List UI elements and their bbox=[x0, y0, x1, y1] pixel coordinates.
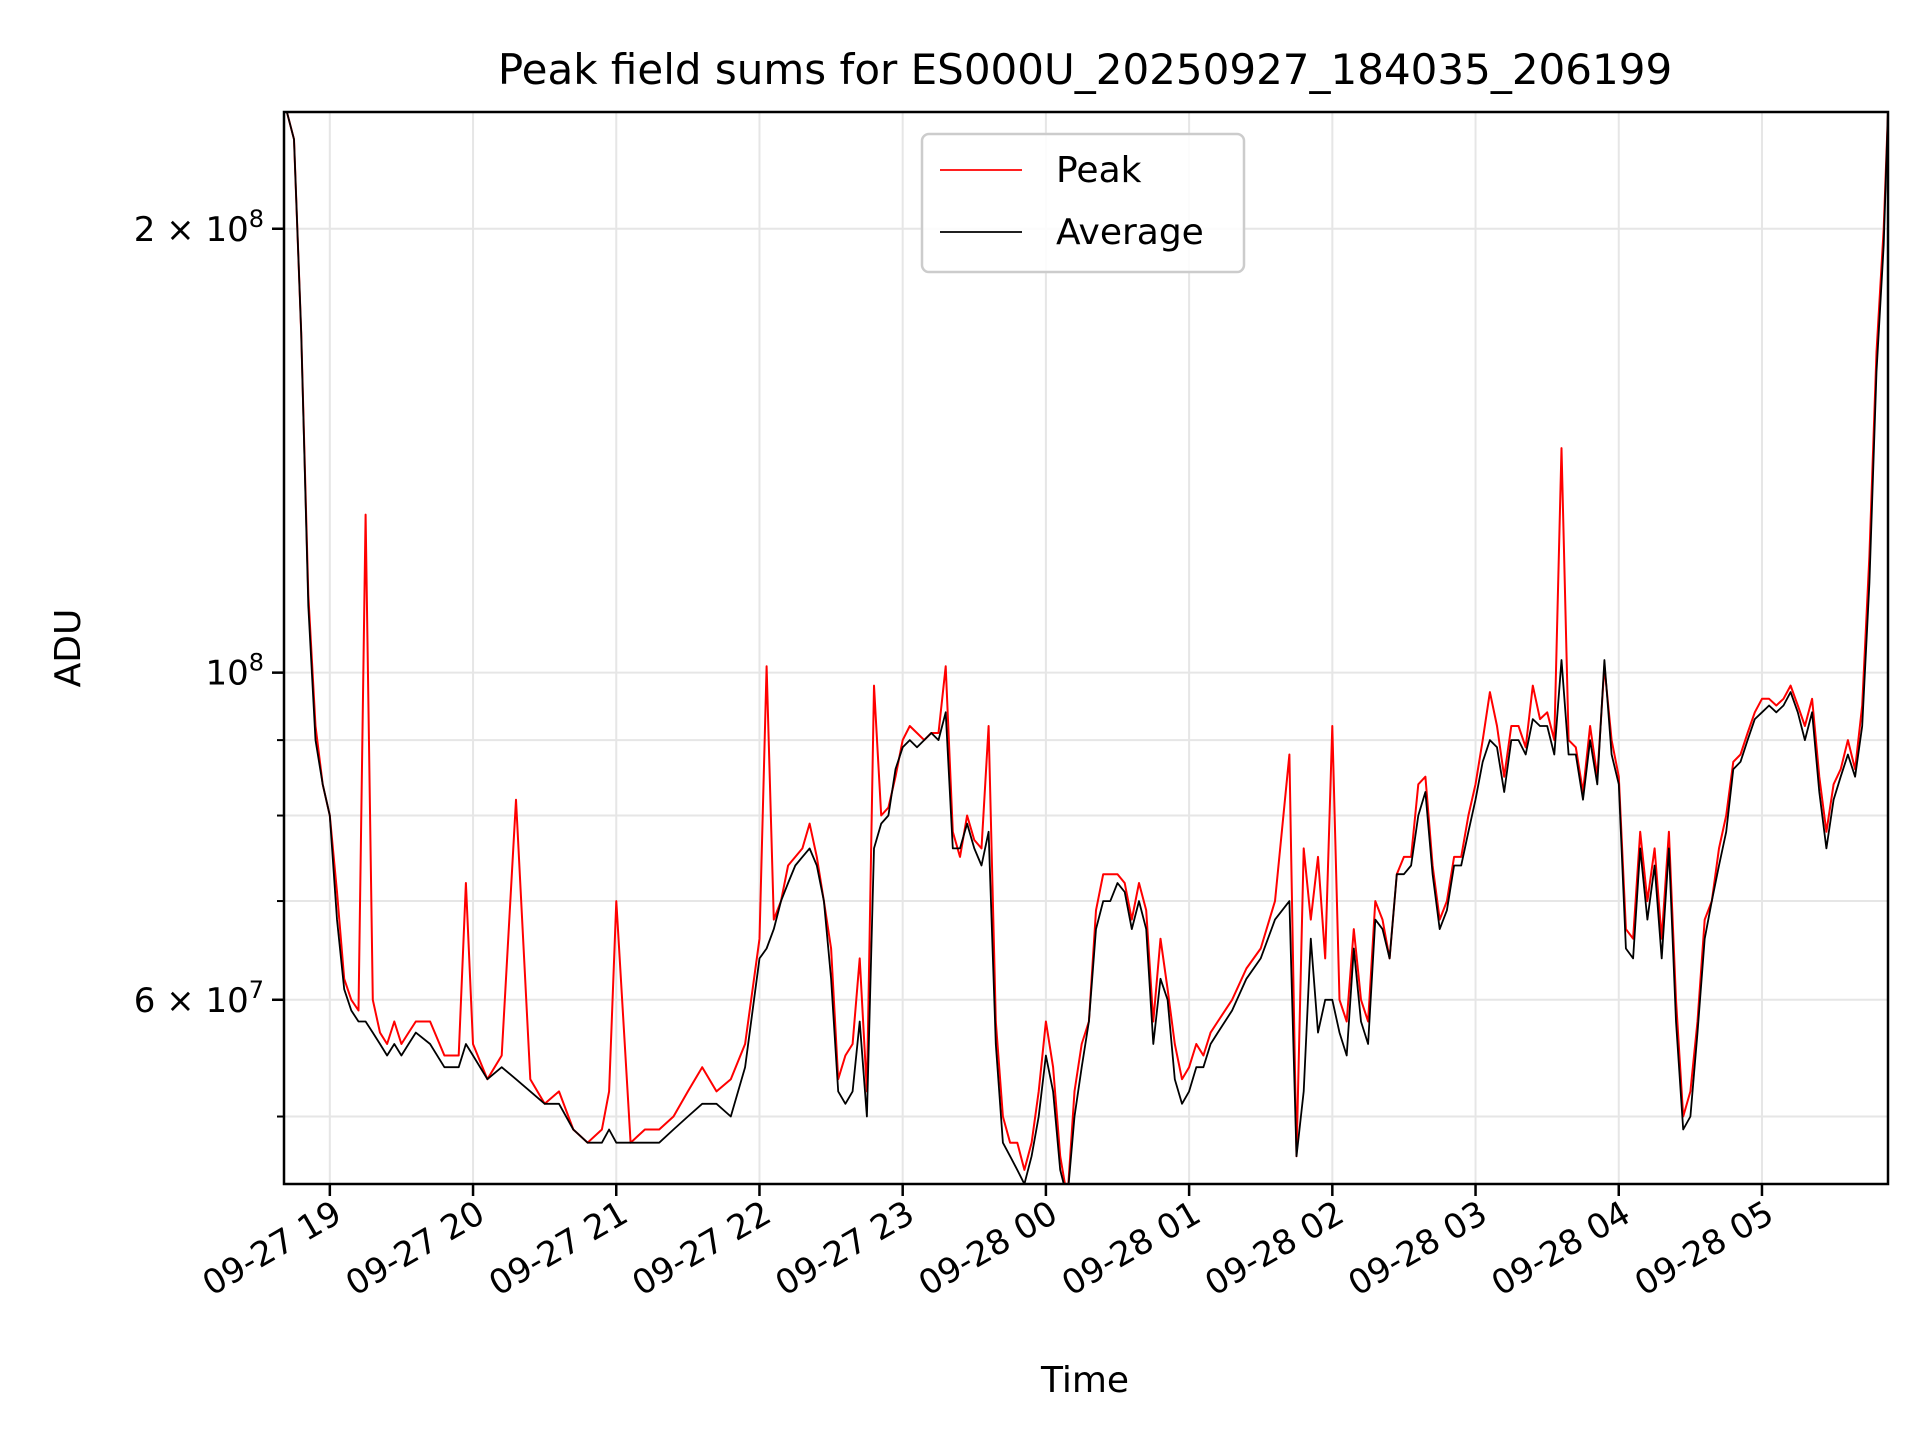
series-line-average bbox=[284, 112, 1888, 1184]
chart-title: Peak field sums for ES000U_20250927_1840… bbox=[498, 45, 1672, 94]
y-tick-label: 6 × 107 bbox=[134, 976, 264, 1021]
y-tick-label: 2 × 108 bbox=[134, 205, 264, 250]
grid bbox=[284, 112, 1888, 1184]
x-axis-label: Time bbox=[1040, 1360, 1129, 1401]
legend: Peak Average bbox=[920, 132, 1246, 274]
legend-box bbox=[920, 132, 1246, 274]
plot-lines bbox=[284, 112, 1888, 1184]
y-axis-label: ADU bbox=[48, 609, 89, 688]
plot-frame bbox=[282, 110, 1890, 1186]
series-line-peak bbox=[284, 112, 1888, 1184]
legend-average-label: Average bbox=[1056, 212, 1204, 253]
legend-peak-label: Peak bbox=[1056, 150, 1142, 191]
